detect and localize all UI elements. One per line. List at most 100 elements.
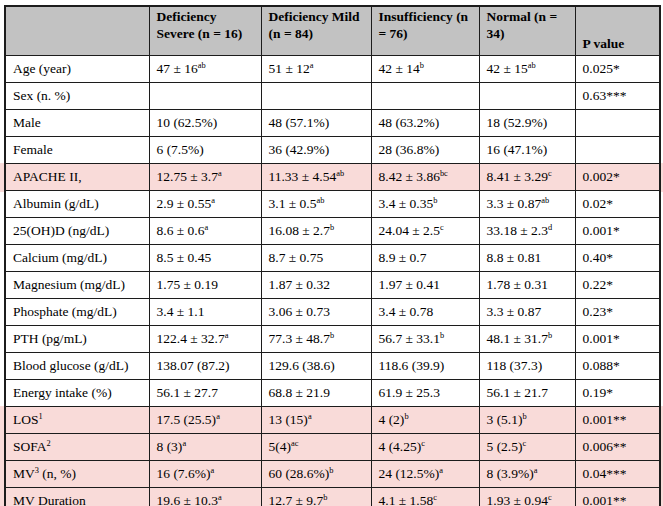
row-label: Sex (n. %): [5, 83, 149, 110]
table-row: Male10 (62.5%)48 (57.1%)48 (63.2%)18 (52…: [5, 110, 660, 137]
p-value-cell: 0.001*: [575, 218, 660, 245]
table-cell: 138.07 (87.2): [149, 353, 261, 380]
significance-superscript: c: [548, 492, 552, 501]
table-cell: 61.9 ± 25.3: [371, 380, 479, 407]
table-row: MV3 (n, %)16 (7.6%)a60 (28.6%)b24 (12.5%…: [5, 461, 660, 488]
table-cell: 4 (4.25)c: [371, 434, 479, 461]
significance-superscript: c: [440, 222, 444, 231]
significance-superscript: ab: [541, 195, 549, 204]
significance-superscript: a: [211, 465, 215, 474]
table-cell: 8.5 ± 0.45: [149, 245, 261, 272]
table-cell: 1.78 ± 0.31: [479, 272, 575, 299]
table-cell: 60 (28.6%)b: [261, 461, 371, 488]
table-cell: 2.9 ± 0.55a: [149, 191, 261, 218]
row-label: MV Duration: [5, 488, 149, 506]
significance-superscript: b: [433, 195, 437, 204]
table-cell: 10 (62.5%): [149, 110, 261, 137]
table-cell: 118.6 (39.9): [371, 353, 479, 380]
p-value-cell: 0.19*: [575, 380, 660, 407]
table-cell: 16 (47.1%): [479, 137, 575, 164]
significance-superscript: b: [420, 60, 424, 69]
header-deficiency-mild: Deficiency Mild (n = 84): [261, 6, 371, 56]
significance-superscript: ac: [291, 438, 298, 447]
table-cell: 3.4 ± 1.1: [149, 299, 261, 326]
table-cell: 13 (15)a: [261, 407, 371, 434]
p-value-cell: 0.001**: [575, 488, 660, 506]
table-cell: 17.5 (25.5)a: [149, 407, 261, 434]
table-row: MV Duration19.6 ± 10.3a12.7 ± 9.7b4.1 ± …: [5, 488, 660, 506]
significance-superscript: c: [523, 438, 527, 447]
paper-table-page: Deficiency Severe (n = 16) Deficiency Mi…: [0, 0, 663, 506]
table-cell: 36 (42.9%): [261, 137, 371, 164]
table-cell: 3 (5.1)b: [479, 407, 575, 434]
significance-superscript: b: [523, 411, 527, 420]
table-cell: 56.1 ± 27.7: [149, 380, 261, 407]
significance-superscript: b: [330, 330, 334, 339]
table-cell: 19.6 ± 10.3a: [149, 488, 261, 506]
table-cell: 24.04 ± 2.5c: [371, 218, 479, 245]
table-row: Sex (n. %) 0.63***: [5, 83, 660, 110]
significance-superscript: bc: [440, 168, 448, 177]
significance-superscript: c: [548, 168, 552, 177]
table-cell: 8 (3.9%)a: [479, 461, 575, 488]
significance-superscript: b: [548, 330, 552, 339]
header-empty: [5, 6, 149, 56]
row-label: Albumin (g/dL): [5, 191, 149, 218]
significance-superscript: a: [211, 195, 215, 204]
table-cell: 11.33 ± 4.54ab: [261, 164, 371, 191]
table-cell: 3.4 ± 0.35b: [371, 191, 479, 218]
p-value-cell: [575, 110, 660, 137]
significance-superscript: a: [439, 465, 443, 474]
table-cell: 4.1 ± 1.58c: [371, 488, 479, 506]
row-label: Female: [5, 137, 149, 164]
significance-superscript: 3: [35, 465, 39, 474]
table-cell: 51 ± 12a: [261, 56, 371, 83]
header-normal: Normal (n = 34): [479, 6, 575, 56]
significance-superscript: ab: [336, 168, 344, 177]
row-label: APACHE II,: [5, 164, 149, 191]
header-row: Deficiency Severe (n = 16) Deficiency Mi…: [5, 6, 660, 56]
significance-superscript: a: [534, 465, 538, 474]
table-cell: 68.8 ± 21.9: [261, 380, 371, 407]
p-value-cell: 0.23*: [575, 299, 660, 326]
p-value-cell: [575, 137, 660, 164]
row-label: 25(OH)D (ng/dL): [5, 218, 149, 245]
p-value-cell: 0.02*: [575, 191, 660, 218]
table-cell: [371, 83, 479, 110]
table-cell: 8.8 ± 0.81: [479, 245, 575, 272]
p-value-cell: 0.63***: [575, 83, 660, 110]
significance-superscript: c: [421, 438, 425, 447]
significance-superscript: b: [404, 411, 408, 420]
table-cell: 77.3 ± 48.7b: [261, 326, 371, 353]
table-cell: 3.1 ± 0.5ab: [261, 191, 371, 218]
row-label: Calcium (mg/dL): [5, 245, 149, 272]
table-cell: 28 (36.8%): [371, 137, 479, 164]
row-label: Age (year): [5, 56, 149, 83]
table-header: Deficiency Severe (n = 16) Deficiency Mi…: [5, 6, 660, 56]
significance-superscript: a: [225, 330, 229, 339]
table-cell: 1.75 ± 0.19: [149, 272, 261, 299]
significance-superscript: 1: [39, 411, 43, 420]
table-cell: 1.97 ± 0.41: [371, 272, 479, 299]
p-value-cell: 0.001**: [575, 407, 660, 434]
table-cell: 3.3 ± 0.87ab: [479, 191, 575, 218]
table-row: Albumin (g/dL)2.9 ± 0.55a3.1 ± 0.5ab3.4 …: [5, 191, 660, 218]
significance-superscript: a: [308, 411, 312, 420]
table-cell: 56.1 ± 21.7: [479, 380, 575, 407]
table-row: Age (year)47 ± 16ab51 ± 12a42 ± 14b42 ± …: [5, 56, 660, 83]
table-cell: [479, 83, 575, 110]
row-label: Magnesium (mg/dL): [5, 272, 149, 299]
table-cell: 5(4)ac: [261, 434, 371, 461]
table-cell: 24 (12.5%)a: [371, 461, 479, 488]
row-label: PTH (pg/mL): [5, 326, 149, 353]
table-cell: 12.7 ± 9.7b: [261, 488, 371, 506]
row-label: LOS1: [5, 407, 149, 434]
table-cell: [261, 83, 371, 110]
p-value-cell: 0.40*: [575, 245, 660, 272]
significance-superscript: ab: [316, 195, 324, 204]
table-row: SOFA28 (3)a5(4)ac4 (4.25)c5 (2.5)c0.006*…: [5, 434, 660, 461]
row-label: MV3 (n, %): [5, 461, 149, 488]
table-cell: 3.4 ± 0.78: [371, 299, 479, 326]
p-value-cell: 0.04***: [575, 461, 660, 488]
table-cell: 8.41 ± 3.29c: [479, 164, 575, 191]
